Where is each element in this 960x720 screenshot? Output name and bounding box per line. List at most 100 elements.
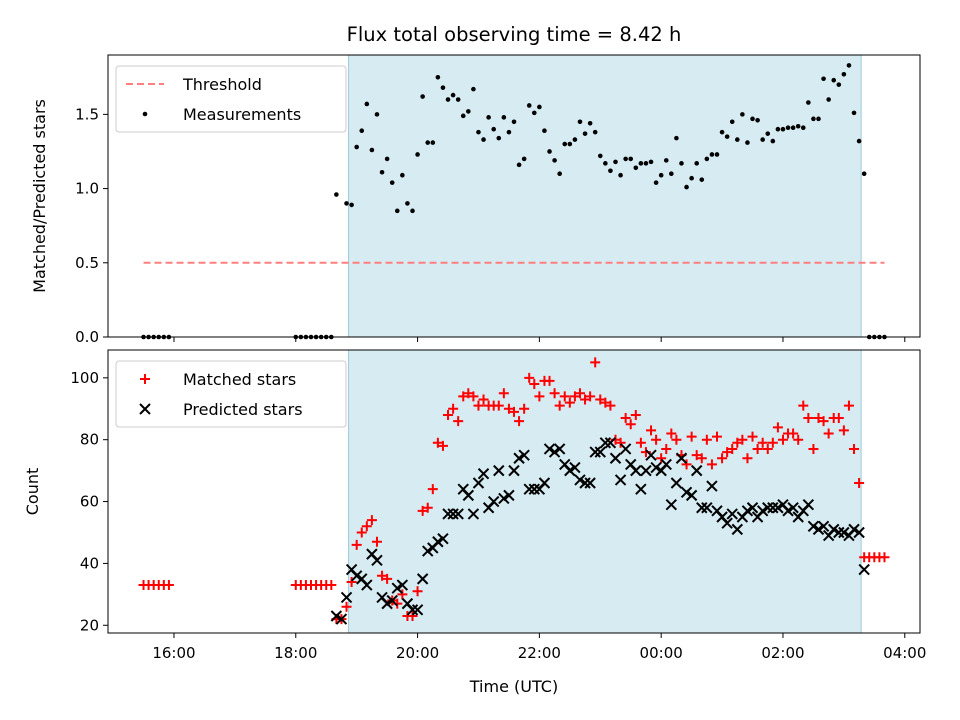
data-point (793, 434, 804, 445)
data-point (846, 63, 852, 68)
data-point (756, 505, 769, 517)
data-point (341, 601, 352, 612)
data-point (722, 447, 733, 458)
data-point (851, 110, 857, 116)
data-point (684, 184, 689, 190)
data-point (396, 579, 409, 591)
data-point (468, 391, 479, 402)
data-point (729, 119, 735, 125)
data-point (351, 539, 362, 550)
data-point (503, 489, 515, 502)
data-point (625, 419, 636, 430)
data-point (755, 118, 760, 123)
data-point (463, 388, 474, 399)
data-point (417, 505, 428, 516)
data-point (582, 131, 588, 136)
data-point (513, 452, 525, 464)
data-point (660, 458, 672, 471)
data-point (564, 397, 575, 408)
data-point (811, 116, 816, 122)
data-point (514, 416, 525, 427)
data-point (686, 431, 697, 442)
data-point (411, 604, 424, 616)
data-point (544, 375, 555, 386)
data-point (526, 103, 532, 108)
data-point (790, 125, 796, 131)
data-point (377, 570, 388, 581)
data-point (448, 403, 459, 414)
data-point (661, 443, 672, 454)
data-point (416, 573, 429, 585)
data-point (861, 171, 867, 177)
data-point (770, 138, 776, 144)
legend-label: Predicted stars (183, 400, 303, 419)
data-point (473, 400, 484, 411)
data-point (838, 526, 850, 539)
data-point (795, 123, 801, 129)
data-point (516, 162, 522, 168)
data-point (528, 483, 541, 495)
data-point (585, 391, 596, 402)
data-point (472, 477, 485, 489)
data-point (745, 140, 750, 145)
data-point (653, 180, 659, 185)
data-point (691, 450, 702, 461)
data-point (350, 570, 363, 582)
data-point (807, 520, 820, 533)
data-point (775, 126, 781, 132)
legend-box (115, 360, 347, 428)
data-point (800, 125, 806, 131)
data-point (856, 138, 862, 144)
data-point (701, 502, 713, 514)
data-point (406, 604, 419, 616)
data-point (849, 443, 860, 454)
data-point (704, 156, 710, 162)
data-point (553, 443, 566, 455)
data-point (467, 508, 480, 520)
data-point (696, 502, 708, 514)
data-point (679, 161, 684, 166)
data-point (471, 86, 476, 92)
data-point (487, 495, 500, 508)
data-point (334, 192, 339, 197)
data-point (476, 129, 481, 135)
data-point (615, 437, 626, 448)
data-point (391, 582, 403, 594)
data-point (420, 94, 425, 99)
data-point (538, 477, 551, 489)
data-point (833, 413, 844, 424)
data-point (542, 128, 547, 133)
data-point (623, 156, 628, 162)
data-point (813, 413, 824, 424)
data-point (569, 391, 580, 402)
data-point (412, 586, 423, 597)
y-tick-label: 80 (80, 431, 99, 449)
data-point (803, 413, 814, 424)
data-point (524, 372, 535, 383)
data-point (648, 159, 654, 165)
y-tick-label: 60 (80, 493, 99, 511)
data-point (638, 161, 644, 166)
chart-title: Flux total observing time = 8.42 h (347, 23, 682, 46)
data-point (481, 137, 486, 142)
data-point (645, 449, 657, 461)
data-point (430, 140, 436, 145)
data-point (453, 416, 464, 427)
data-point (826, 97, 831, 102)
data-point (559, 391, 570, 402)
data-point (371, 536, 382, 547)
data-point (812, 523, 825, 536)
data-point (577, 119, 583, 125)
plot-frame (107, 349, 921, 634)
data-point (858, 563, 870, 576)
data-point (356, 527, 367, 538)
data-point (532, 110, 537, 116)
data-point (422, 545, 434, 557)
data-point (735, 137, 740, 142)
data-point (335, 613, 348, 625)
data-point (608, 168, 613, 174)
data-point (549, 388, 560, 399)
data-point (364, 101, 370, 107)
data-point (574, 388, 585, 399)
data-point (592, 129, 598, 135)
